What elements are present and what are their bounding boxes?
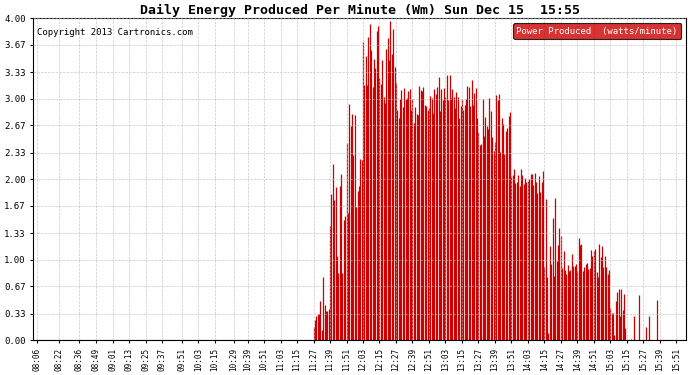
Title: Daily Energy Produced Per Minute (Wm) Sun Dec 15  15:55: Daily Energy Produced Per Minute (Wm) Su… (139, 4, 580, 17)
Text: Copyright 2013 Cartronics.com: Copyright 2013 Cartronics.com (37, 28, 193, 37)
Legend: Power Produced  (watts/minute): Power Produced (watts/minute) (513, 23, 681, 39)
